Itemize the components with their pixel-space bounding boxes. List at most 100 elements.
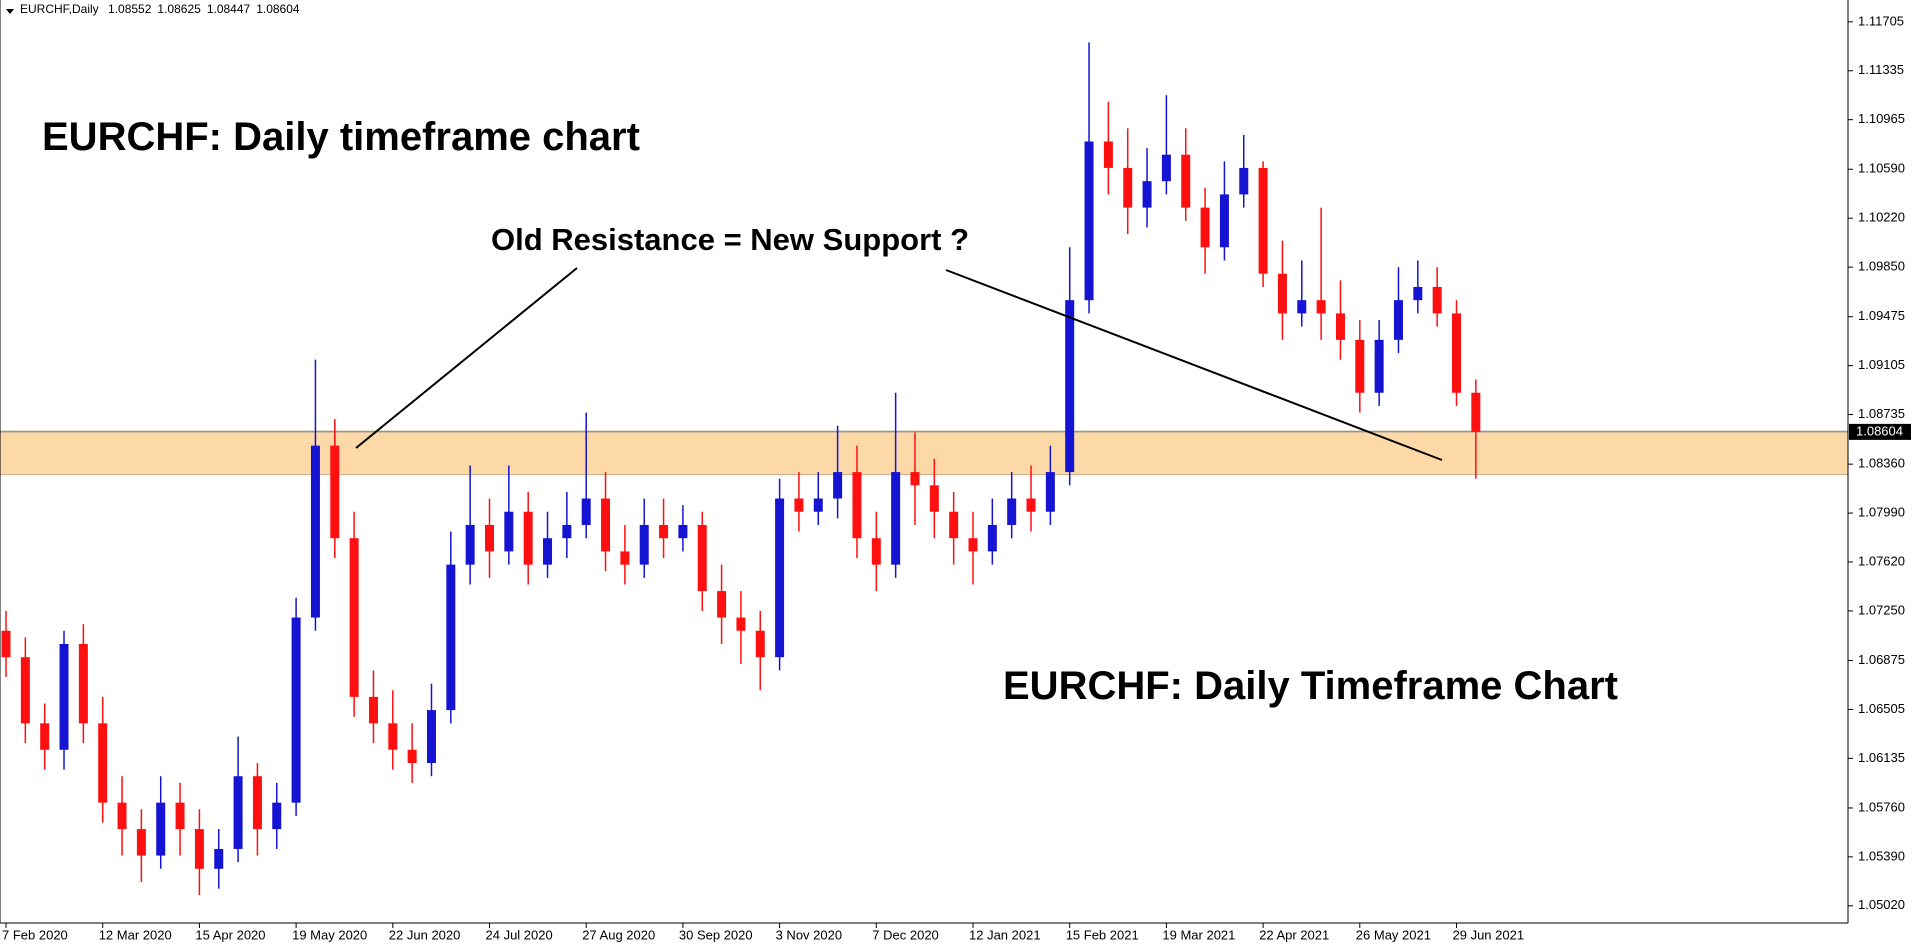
candle-body [543,538,553,565]
header-symbol: EURCHF,Daily [20,2,99,16]
candle-body [117,802,127,830]
candle-body [1219,194,1229,248]
candle-body [1355,339,1365,393]
candle-body [1277,273,1287,314]
candle-body [1432,286,1442,314]
candle-body [1,630,11,658]
candle-body [910,472,920,486]
x-tick-label: 12 Mar 2020 [99,927,172,942]
candle-body [1258,167,1268,274]
candle-body [407,749,417,763]
candle-body [755,630,765,658]
candle-body [813,498,823,512]
candle-body [136,829,146,856]
y-tick-label: 1.10965 [1858,111,1905,126]
y-tick-label: 1.09475 [1858,308,1905,323]
chart-title: EURCHF: Daily timeframe chart [42,115,640,159]
candle-body [1161,154,1171,182]
candle-body [852,472,862,539]
candle-body [1413,286,1423,301]
candle-body [330,445,340,539]
y-tick-label: 1.11705 [1858,13,1904,28]
y-tick-label: 1.08360 [1858,456,1905,471]
zone-layer [0,430,1849,476]
candle-body [697,524,707,592]
candle-body [968,538,978,552]
chart-subtitle: EURCHF: Daily Timeframe Chart [1003,664,1618,708]
candle-body [562,524,572,539]
x-tick-label: 15 Apr 2020 [195,927,265,942]
x-tick-label: 24 Jul 2020 [486,927,553,942]
x-tick-label: 19 Mar 2021 [1162,927,1235,942]
candle-body [1123,167,1133,208]
symbol-menu-icon[interactable] [6,9,14,14]
candle-body [310,445,320,618]
candle-body [233,776,243,849]
candle-body [252,776,262,830]
candle-body [1316,300,1326,314]
y-tick-label: 1.06135 [1858,750,1905,765]
header-value: 1.08447 [207,2,251,16]
candle-body [871,538,881,565]
candle-body [620,551,630,565]
candle-body [1393,300,1403,340]
candle-body [446,564,456,711]
x-tick-label: 7 Feb 2020 [2,927,68,942]
candle-body [291,617,301,803]
candle-body [194,829,204,869]
candle-body [98,723,108,803]
candle-body [1471,392,1481,432]
candle-body [833,472,843,499]
y-tick-label: 1.11335 [1858,62,1904,77]
candle-body [1200,207,1210,248]
candle-body [485,524,494,552]
candle-body [1335,313,1345,340]
y-tick-label: 1.09105 [1858,357,1905,372]
annotation-pointer [945,269,1443,461]
x-tick-label: 22 Jun 2020 [389,927,461,942]
header: EURCHF,Daily 1.08552 1.08625 1.08447 1.0860… [20,2,300,16]
x-tick-label: 19 May 2020 [292,927,367,942]
header-value: 1.08604 [256,2,300,16]
candle-body [40,723,50,750]
candle-body [1239,167,1249,195]
candle-body [349,538,359,697]
candle-body [20,657,30,724]
y-tick-label: 1.09850 [1858,259,1905,274]
x-tick-label: 22 Apr 2021 [1259,927,1329,942]
candle-body [891,472,901,565]
x-tick-label: 15 Feb 2021 [1066,927,1139,942]
candle-body [736,617,746,631]
annotation-pointer [355,267,578,449]
y-tick-label: 1.08735 [1858,406,1905,421]
header-value: 1.08552 [108,2,152,16]
candle-body [1142,181,1152,208]
x-tick-label: 3 Nov 2020 [776,927,843,942]
x-tick-label: 12 Jan 2021 [969,927,1041,942]
y-tick-label: 1.05760 [1858,799,1905,814]
current-price-box [1849,423,1911,440]
candle-body [949,511,959,539]
candle-body [1181,154,1191,208]
candle-body [175,802,185,830]
candle-body [601,498,611,552]
candle-body [1084,141,1094,301]
candle-body [156,802,166,856]
candle-body [214,848,224,869]
candle-body [775,498,785,658]
y-tick-label: 1.07250 [1858,602,1905,617]
candle-body [929,485,939,512]
candle-body [987,524,997,552]
y-tick-label: 1.05390 [1858,848,1905,863]
candle-body [659,524,669,539]
candle-body [1007,498,1017,525]
y-tick-label: 1.10220 [1858,210,1905,225]
candle-body [1297,300,1307,314]
candle-body [678,524,688,539]
candle-body [1374,339,1384,393]
y-tick-label: 1.07620 [1858,553,1905,568]
y-tick-label: 1.06875 [1858,652,1905,667]
x-tick-label: 26 May 2021 [1356,927,1431,942]
candle-body [388,723,398,750]
